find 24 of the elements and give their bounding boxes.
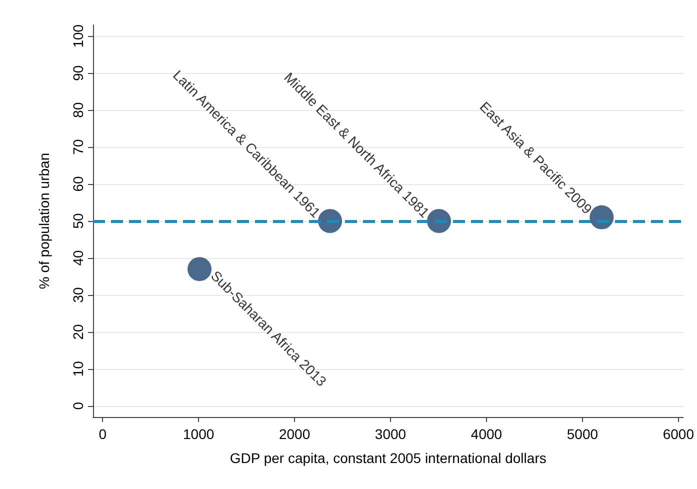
y-tick-label: 60 xyxy=(70,176,86,192)
y-tick-label: 20 xyxy=(70,324,86,340)
y-axis-title: % of population urban xyxy=(36,152,52,290)
x-tick-label: 5000 xyxy=(566,426,598,442)
y-tick-label: 10 xyxy=(70,360,86,377)
point xyxy=(188,257,212,282)
y-tick-label: 30 xyxy=(70,286,86,303)
y-tick-label: 100 xyxy=(70,24,86,48)
y-tick-label: 50 xyxy=(70,213,86,229)
x-tick-label: 0 xyxy=(98,426,107,442)
x-tick-label: 4000 xyxy=(470,426,502,442)
point xyxy=(427,209,451,233)
x-tick-label: 3000 xyxy=(374,426,406,442)
y-tick-label: 0 xyxy=(70,402,86,410)
point xyxy=(590,205,614,230)
point xyxy=(318,209,342,233)
x-tick-label: 2000 xyxy=(278,426,310,442)
x-tick-label: 1000 xyxy=(182,426,214,442)
y-tick-label: 80 xyxy=(70,102,86,118)
y-tick-label: 40 xyxy=(70,250,86,266)
y-tick-label: 70 xyxy=(70,139,86,155)
x-tick-label: 6000 xyxy=(662,426,694,442)
y-tick-label: 90 xyxy=(70,65,86,81)
x-axis-title: GDP per capita, constant 2005 international dollars xyxy=(230,450,546,466)
